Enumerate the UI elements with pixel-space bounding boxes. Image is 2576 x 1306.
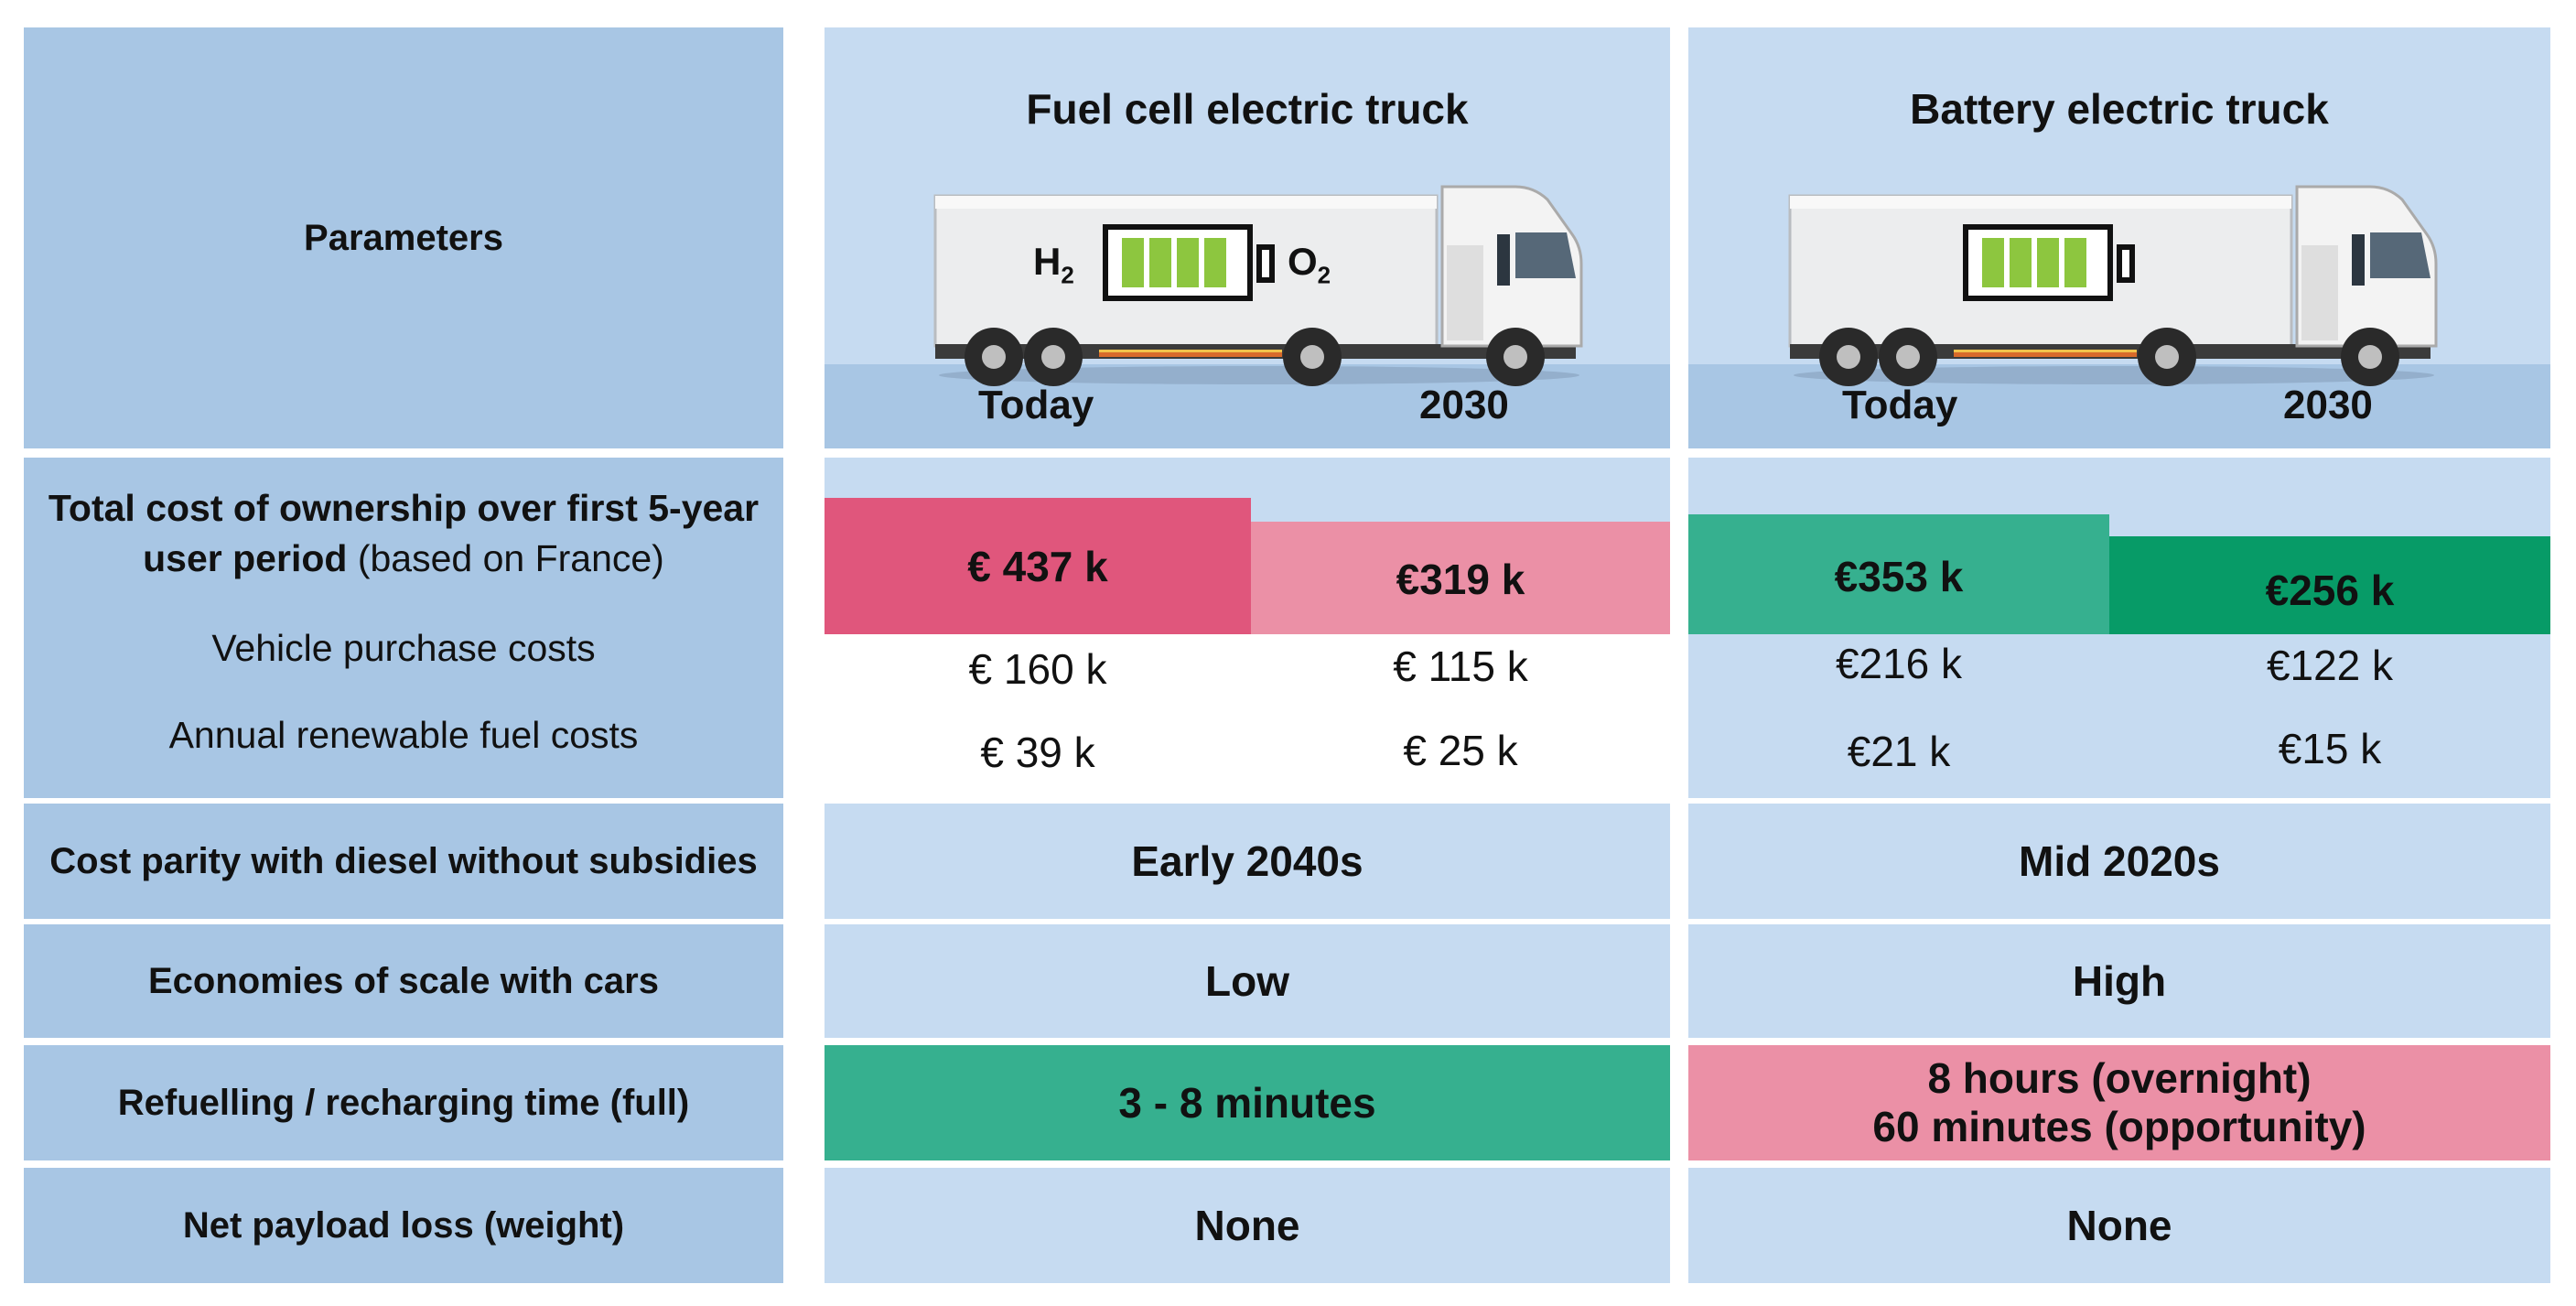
bev-scale-cell: High [1688,924,2550,1038]
fuel-label: Annual renewable fuel costs [168,714,639,757]
tco-label: Total cost of ownership over first 5-yea… [48,487,760,580]
bev-tco-2030-value: €256 k [2265,567,2395,614]
fcev-header: Fuel cell electric truck [825,27,1670,448]
fcev-parity-cell: Early 2040s [825,804,1670,919]
parity-label: Cost parity with diesel without subsidie… [49,841,758,881]
scale-param-cell: Economies of scale with cars [24,924,783,1038]
bev-parity-value: Mid 2020s [2019,837,2220,885]
bev-fuel-today: €21 k [1847,728,1951,775]
battery-truck-icon [1788,185,2438,386]
fcev-fuel-today: € 39 k [980,729,1095,776]
fcev-tco-today-value: € 437 k [967,543,1108,590]
o2-label: O2 [1288,240,1331,289]
bev-title: Battery electric truck [1910,85,2329,133]
purchase-label: Vehicle purchase costs [211,626,596,669]
bev-parity-cell: Mid 2020s [1688,804,2550,919]
fcev-2030-label: 2030 [1419,383,1509,427]
bev-fuel-2030: €15 k [2278,725,2382,772]
fcev-scale-value: Low [1205,957,1289,1005]
fcev-tco-2030-value: €319 k [1396,556,1525,603]
fcev-tco-2030-bar [1251,522,1670,634]
fcev-purchase-today: € 160 k [968,645,1107,693]
fcev-payload-value: None [1194,1202,1300,1249]
bev-2030-label: 2030 [2283,383,2373,427]
fcev-title: Fuel cell electric truck [1026,85,1469,133]
bev-refuel-line2: 60 minutes (opportunity) [1872,1103,2366,1150]
bev-refuel-line1: 8 hours (overnight) [1927,1054,2312,1103]
bev-cost-area: €353 k €256 k €216 k €122 k €21 k €15 k [1688,458,2550,798]
fuel-cell-truck-icon [933,185,1583,386]
tco-param-cell: Total cost of ownership over first 5-yea… [24,458,783,798]
payload-label: Net payload loss (weight) [182,1205,625,1246]
fcev-today-label: Today [978,383,1094,427]
fcev-purchase-2030: € 115 k [1393,642,1528,690]
bev-payload-cell: None [1688,1168,2550,1283]
refuel-label: Refuelling / recharging time (full) [117,1083,690,1123]
fcev-refuel-cell: 3 - 8 minutes [825,1045,1670,1160]
fcev-scale-cell: Low [825,924,1670,1038]
fcev-tco-today-bar [825,498,1251,634]
payload-param-cell: Net payload loss (weight) [24,1168,783,1283]
bev-header: Battery electric truck Today 2030 [1688,27,2550,448]
parameters-label: Parameters [304,218,503,258]
bev-today-label: Today [1842,383,1958,427]
parity-param-cell: Cost parity with diesel without subsidie… [24,804,783,919]
bev-purchase-today: €216 k [1835,640,1963,687]
fcev-fuel-2030: € 25 k [1403,727,1518,774]
fcev-refuel-value: 3 - 8 minutes [1118,1079,1376,1127]
bev-tco-2030-bar [2109,536,2550,634]
fcev-payload-cell: None [825,1168,1670,1283]
bev-refuel-cell: 8 hours (overnight) 60 minutes (opportun… [1688,1045,2550,1160]
parameters-header: Parameters [24,27,783,448]
refuel-param-cell: Refuelling / recharging time (full) [24,1045,783,1160]
fcev-cost-area: € 437 k €319 k € 160 k € 115 k € 39 k € … [825,458,1670,798]
bev-tco-today-bar [1688,514,2109,634]
bev-payload-value: None [2066,1202,2172,1249]
bev-purchase-2030: €122 k [2266,642,2394,689]
scale-label: Economies of scale with cars [148,961,659,1001]
bev-scale-value: High [2072,957,2167,1005]
fcev-parity-value: Early 2040s [1131,837,1363,885]
bev-tco-today-value: €353 k [1834,553,1964,600]
h2-label: H2 [1033,240,1074,289]
